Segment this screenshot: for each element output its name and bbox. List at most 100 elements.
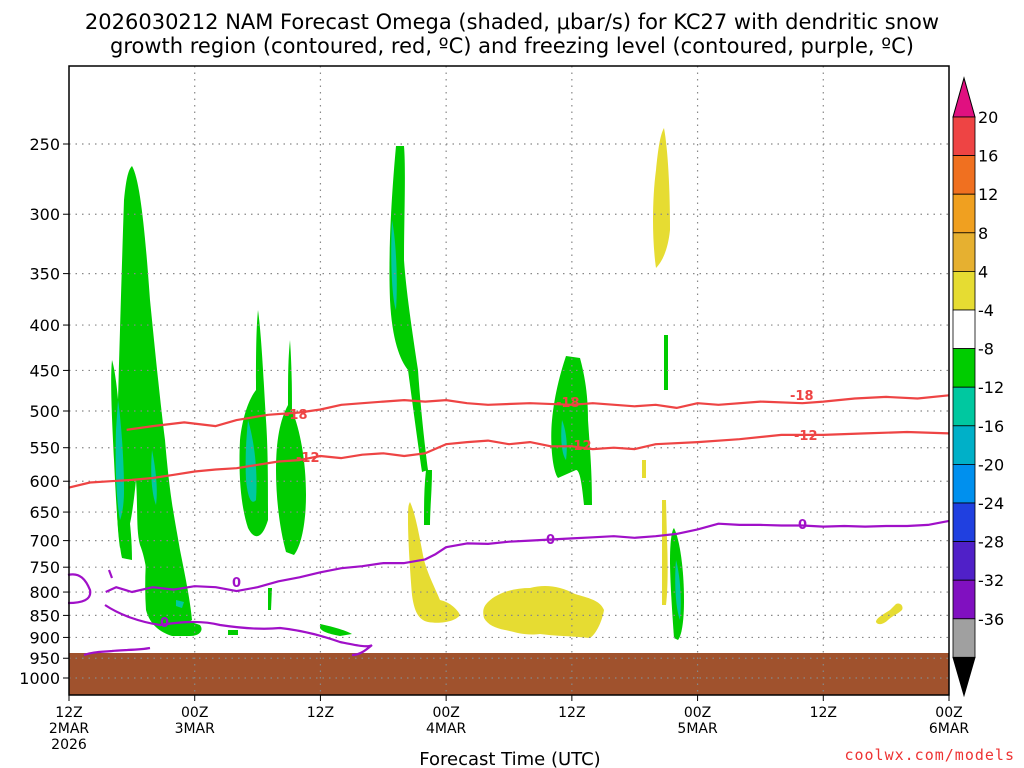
colorbar-band — [952, 193, 976, 234]
x-tick-label: 12Z — [810, 705, 837, 721]
y-tick-label: 900 — [29, 628, 60, 647]
contour-label-purple: 0 — [546, 533, 555, 548]
colorbar-label: -8 — [978, 340, 994, 359]
colorbar: 20 16 12 8 4 -4 -8 -12 -16 -20 -24 -28 -32 -36 — [952, 76, 1004, 698]
x-tick-label: 00Z — [432, 705, 459, 721]
contour-labels: -18 -18 -18 -12 -12 -12 0 0 0 0 — [160, 389, 818, 631]
y-tick-label: 800 — [29, 583, 60, 602]
colorbar-band — [952, 425, 976, 465]
omega-region-green — [268, 588, 272, 610]
ground-below-surface — [69, 653, 949, 695]
y-tick-label: 700 — [29, 532, 60, 551]
x-tick-label: 12Z — [307, 705, 334, 721]
grid-lines — [69, 66, 949, 695]
omega-region-teal — [115, 400, 124, 520]
omega-region-green — [389, 146, 428, 472]
credit-link[interactable]: coolwx.com/models — [844, 746, 1015, 764]
omega-shading — [111, 128, 903, 640]
omega-region-teal — [675, 560, 681, 620]
colorbar-label: 12 — [978, 185, 998, 204]
chart-title-line2: growth region (contoured, red, ºC) and f… — [110, 34, 914, 58]
contour-label-purple: 0 — [232, 576, 241, 591]
colorbar-band — [952, 155, 976, 195]
contour-line-red-m18 — [126, 394, 950, 431]
y-tick-label: 850 — [29, 606, 60, 625]
y-tick-label: 1000 — [19, 669, 60, 688]
contour-line-red-m12 — [68, 430, 950, 489]
x-tick-label: 6MAR — [929, 721, 970, 737]
x-tick-label: 00Z — [181, 705, 208, 721]
omega-region-teal — [391, 220, 397, 310]
y-tick-label: 500 — [29, 402, 60, 421]
colorbar-band — [952, 579, 976, 620]
contour-label-red: -18 — [284, 408, 308, 423]
colorbar-label: -36 — [978, 610, 1004, 629]
x-tick-label: 2MAR — [49, 721, 90, 737]
y-tick-label: 400 — [29, 316, 60, 335]
x-tick-label: 5MAR — [677, 721, 718, 737]
colorbar-bottom-arrow — [952, 656, 976, 698]
colorbar-band — [952, 618, 976, 658]
chart-title-line1: 2026030212 NAM Forecast Omega (shaded, μ… — [85, 10, 939, 34]
omega-region-teal — [561, 420, 567, 460]
x-tick-label: 3MAR — [175, 721, 216, 737]
omega-region-yellow — [876, 603, 903, 625]
x-tick-label: 12Z — [558, 705, 585, 721]
colorbar-label: -16 — [978, 417, 1004, 436]
colorbar-label: -4 — [978, 301, 994, 320]
omega-region-green — [145, 520, 202, 636]
omega-region-yellow — [408, 502, 460, 623]
contour-label-red: -18 — [556, 396, 580, 411]
plot-frame — [68, 65, 950, 696]
omega-region-green — [320, 624, 352, 636]
contour-label-red: -12 — [794, 429, 818, 444]
contour-line-purple-0 — [105, 519, 950, 594]
omega-region-yellow — [642, 460, 646, 478]
y-tick-label: 300 — [29, 205, 60, 224]
colorbar-label: -12 — [978, 378, 1004, 397]
x-tick-label: 2026 — [51, 737, 87, 753]
colorbar-band — [952, 309, 976, 349]
contour-label-red: -18 — [790, 389, 814, 404]
colorbar-band — [952, 348, 976, 388]
y-tick-label: 600 — [29, 472, 60, 491]
y-tick-label: 350 — [29, 265, 60, 284]
y-tick-label: 950 — [29, 649, 60, 668]
colorbar-label: 16 — [978, 147, 998, 166]
colorbar-label: 4 — [978, 262, 988, 281]
omega-region-green — [239, 310, 268, 537]
omega-region-yellow — [483, 586, 604, 638]
colorbar-band — [952, 232, 976, 272]
y-tick-label: 750 — [29, 558, 60, 577]
colorbar-top-arrow — [952, 76, 976, 118]
contour-lines — [68, 394, 950, 594]
colorbar-label: -24 — [978, 494, 1004, 513]
omega-region-green — [228, 630, 238, 635]
colorbar-label: -32 — [978, 571, 1004, 590]
omega-region-green — [424, 470, 432, 525]
colorbar-label: 20 — [978, 108, 998, 127]
colorbar-band — [952, 386, 976, 427]
x-tick-label: 4MAR — [426, 721, 467, 737]
colorbar-label: 8 — [978, 224, 988, 243]
omega-region-teal — [245, 420, 257, 502]
y-axis-ticks: 250 300 350 400 450 500 550 600 650 700 750 800 850 9… — [19, 135, 69, 688]
y-tick-label: 450 — [29, 361, 60, 380]
x-tick-label: 12Z — [55, 705, 82, 721]
x-tick-label: 00Z — [935, 705, 962, 721]
contour-label-purple: 0 — [798, 518, 807, 533]
x-axis-title: Forecast Time (UTC) — [419, 749, 600, 768]
omega-region-yellow — [662, 500, 668, 605]
freezing-level-contour-lower — [107, 569, 114, 579]
colorbar-label: -20 — [978, 455, 1004, 474]
omega-region-green — [664, 335, 668, 390]
freezing-level-contour-lower — [67, 573, 373, 657]
contour-label-red: -12 — [568, 439, 592, 454]
colorbar-label: -28 — [978, 533, 1004, 552]
colorbar-band — [952, 502, 976, 542]
y-tick-label: 650 — [29, 503, 60, 522]
colorbar-band — [952, 463, 976, 504]
colorbar-band — [952, 116, 976, 156]
